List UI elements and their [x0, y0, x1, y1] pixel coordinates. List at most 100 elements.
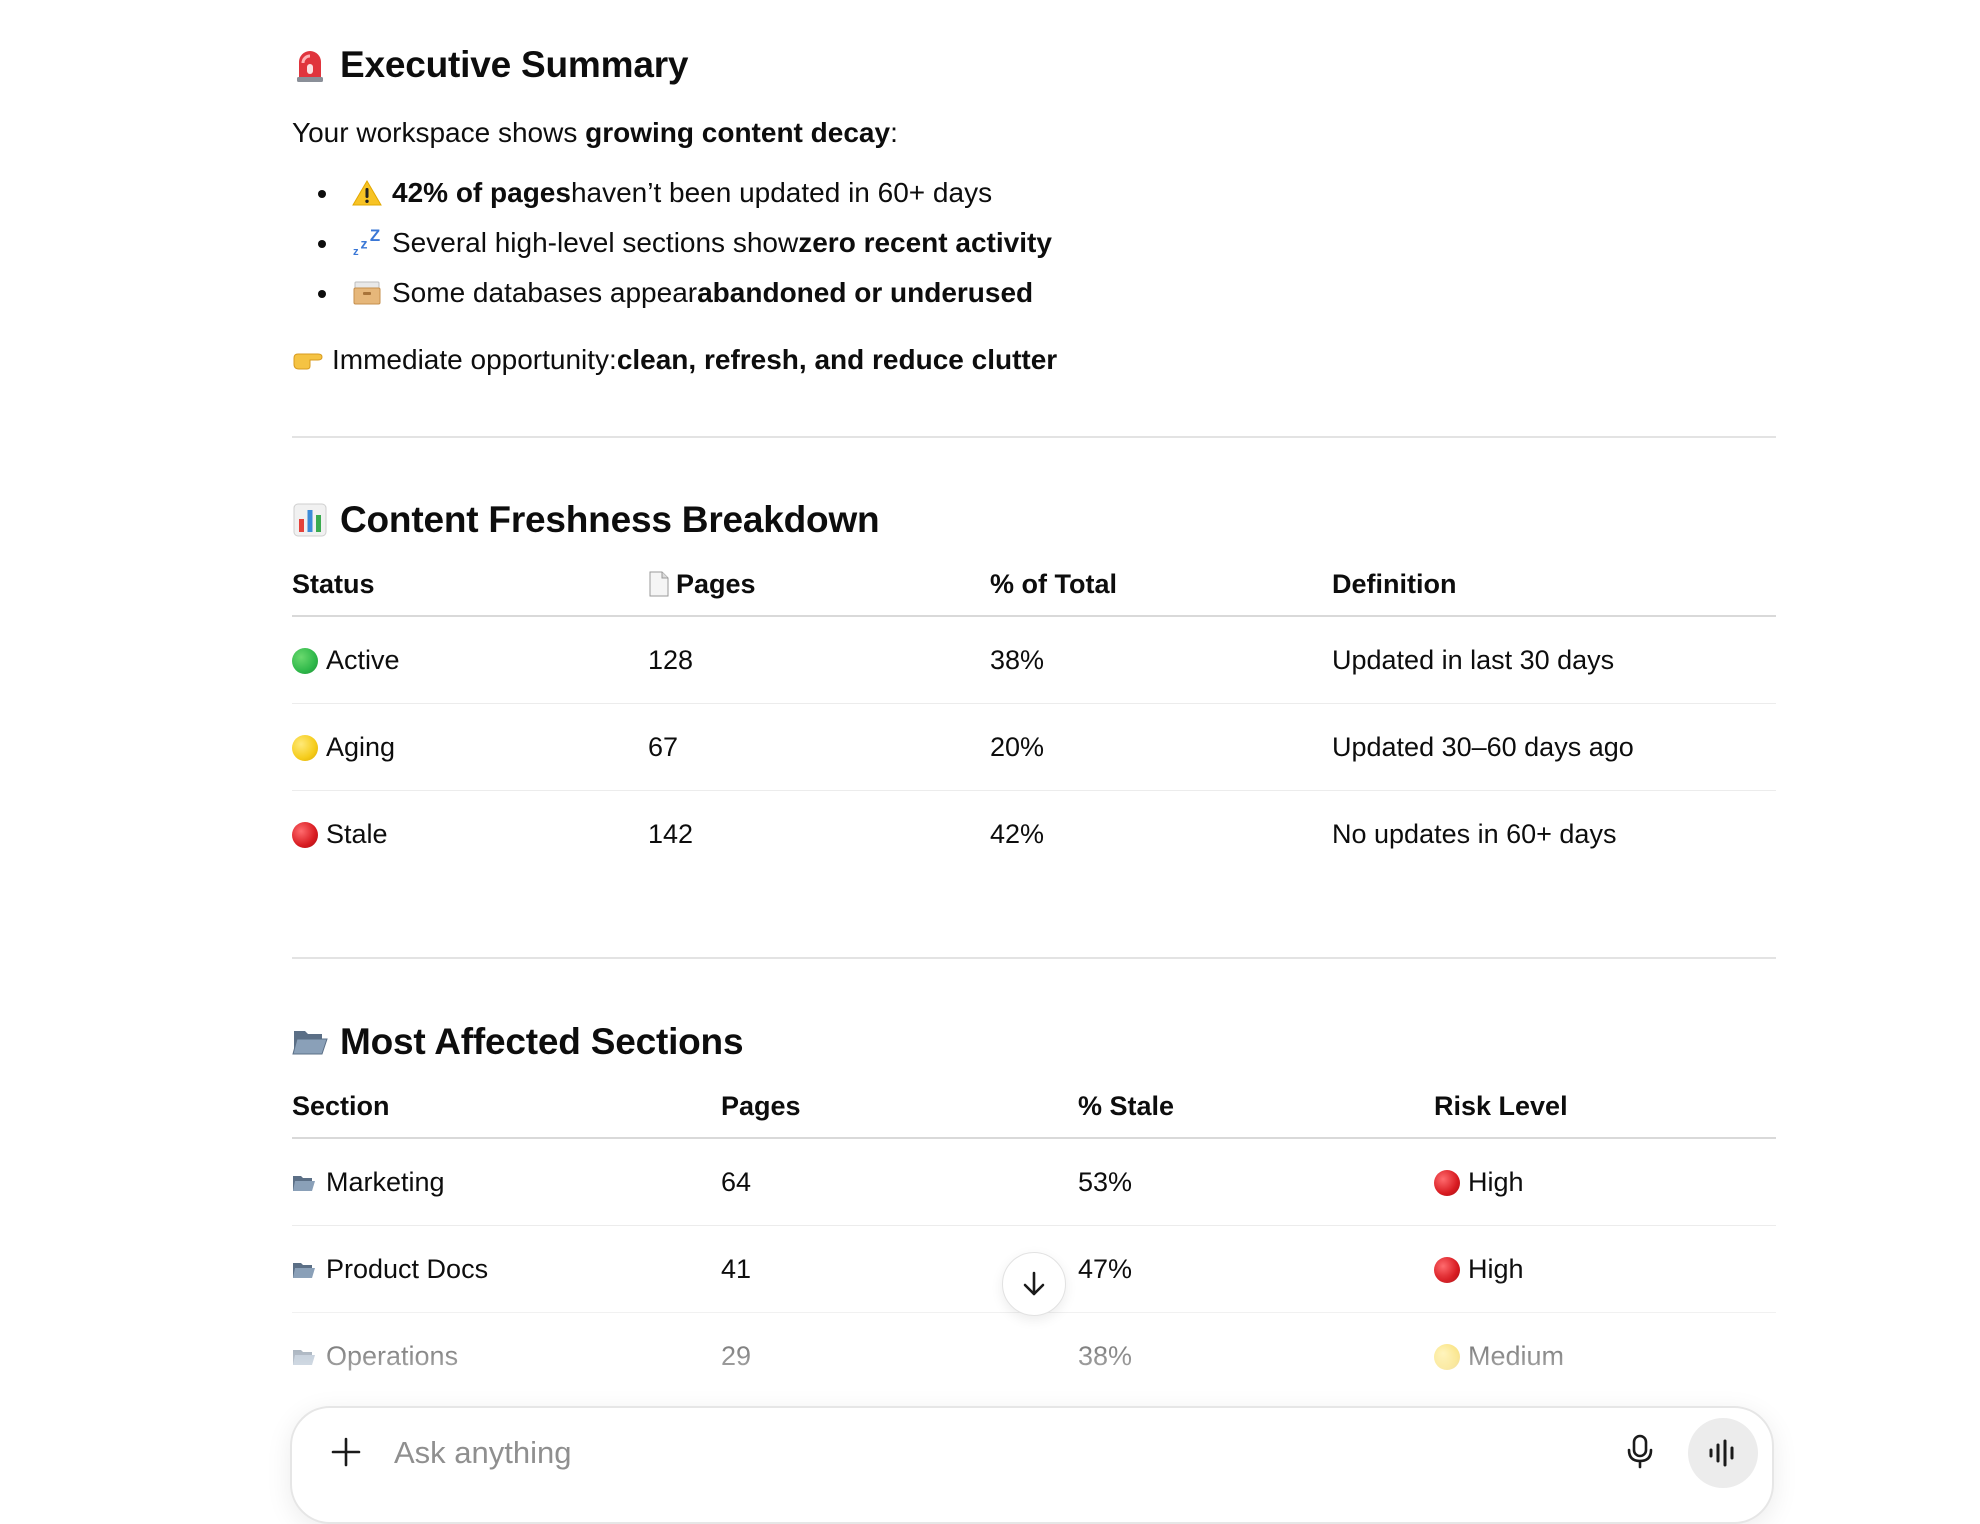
pages-cell: 128	[648, 616, 990, 704]
opportunity-bold-text: clean, refresh, and reduce clutter	[616, 344, 1058, 375]
bullet-bold-text: 42% of pages	[392, 177, 571, 208]
opportunity-line: Immediate opportunity: clean, refresh, a…	[292, 340, 1057, 380]
chat-composer	[290, 1406, 1774, 1524]
table-header-row: Status Pages % of Total Definition	[292, 553, 1776, 617]
table-header-row: Section Pages % Stale Risk Level	[292, 1075, 1776, 1139]
section-divider	[292, 957, 1776, 959]
list-item: 42% of pages haven’t been updated in 60+…	[292, 168, 1776, 218]
status-cell: Active	[292, 616, 648, 704]
sections-title: Most Affected Sections	[340, 1021, 744, 1062]
arrow-down-icon	[1019, 1269, 1049, 1299]
freshness-table: Status Pages % of Total Definition Activ…	[292, 553, 1776, 877]
scroll-to-bottom-button[interactable]	[1002, 1252, 1066, 1316]
pointing-right-icon	[292, 344, 324, 376]
open-folder-icon	[292, 1024, 328, 1060]
svg-text:z: z	[353, 246, 359, 258]
definition-cell: No updates in 60+ days	[1332, 818, 1617, 849]
bullet-dot	[318, 290, 326, 298]
section-cell: Marketing	[292, 1138, 721, 1226]
risk-cell: Medium	[1434, 1313, 1776, 1400]
column-header-pages: Pages	[648, 553, 990, 617]
folder-icon	[292, 1169, 316, 1191]
column-header-section: Section	[292, 1075, 721, 1139]
add-attachment-button[interactable]	[324, 1430, 368, 1474]
stale-cell: 38%	[1078, 1340, 1133, 1371]
column-header-pages-label: Pages	[676, 568, 756, 599]
red-circle-icon	[1434, 1169, 1460, 1196]
dictate-button[interactable]	[1618, 1428, 1662, 1476]
column-header-risk: Risk Level	[1434, 1075, 1776, 1139]
section-label: Product Docs	[326, 1253, 489, 1284]
sections-heading: Most Affected Sections	[292, 1017, 744, 1067]
bullet-text: Several high-level sections show	[392, 227, 799, 258]
pages-cell: 64	[721, 1138, 1078, 1226]
bullet-bold-text: abandoned or underused	[697, 277, 1034, 308]
card-file-box-icon	[352, 278, 382, 308]
executive-summary-title: Executive Summary	[340, 44, 689, 85]
yellow-circle-icon	[292, 734, 318, 761]
risk-label: Medium	[1468, 1340, 1565, 1371]
column-header-pages: Pages	[721, 1075, 1078, 1139]
microphone-icon	[1625, 1434, 1655, 1470]
list-item: z z Z Several high-level sections show z…	[292, 218, 1776, 268]
voice-waveform-icon	[1707, 1439, 1739, 1467]
section-cell: Product Docs	[292, 1225, 721, 1313]
svg-text:z: z	[360, 236, 367, 252]
risk-label: High	[1468, 1253, 1524, 1284]
percent-cell: 38%	[990, 616, 1332, 704]
column-header-percent: % of Total	[990, 553, 1332, 617]
table-row: Active 128 38% Updated in last 30 days	[292, 616, 1776, 704]
stale-cell: 53%	[1078, 1138, 1434, 1226]
folder-icon	[292, 1256, 316, 1278]
opportunity-label: Immediate opportunity:	[332, 344, 617, 375]
zzz-icon: z z Z	[352, 228, 382, 258]
column-header-status: Status	[292, 553, 648, 617]
yellow-circle-icon	[1434, 1343, 1460, 1370]
intro-suffix: :	[890, 117, 898, 148]
pages-cell: 29	[721, 1340, 752, 1371]
intro-bold-text: growing content decay	[585, 117, 891, 148]
section-label: Marketing	[326, 1166, 445, 1197]
plus-icon	[330, 1436, 362, 1468]
definition-cell: Updated in last 30 days	[1332, 616, 1776, 704]
section-label: Operations	[326, 1340, 459, 1371]
risk-cell: High	[1434, 1138, 1776, 1226]
intro-text: Your workspace shows	[292, 117, 586, 148]
status-label: Active	[326, 644, 400, 675]
bullet-dot	[318, 190, 326, 198]
rotating-light-icon	[292, 47, 328, 83]
freshness-heading: Content Freshness Breakdown	[292, 495, 880, 545]
voice-mode-button[interactable]	[1688, 1418, 1758, 1488]
status-label: Aging	[326, 731, 396, 762]
percent-cell: 42%	[990, 818, 1045, 849]
bar-chart-icon	[292, 502, 328, 538]
column-header-stale: % Stale	[1078, 1075, 1434, 1139]
summary-bullets: 42% of pages haven’t been updated in 60+…	[292, 168, 1776, 318]
column-header-definition: Definition	[1332, 553, 1776, 617]
bullet-bold-text: zero recent activity	[798, 227, 1052, 258]
percent-cell: 20%	[990, 703, 1332, 791]
table-row: Aging 67 20% Updated 30–60 days ago	[292, 703, 1776, 791]
sections-table: Section Pages % Stale Risk Level Marketi…	[292, 1075, 1776, 1399]
executive-summary-heading: Executive Summary	[292, 40, 688, 90]
status-cell: Stale	[292, 791, 648, 878]
status-cell: Aging	[292, 703, 648, 791]
status-label: Stale	[326, 818, 388, 849]
ask-input[interactable]	[392, 1428, 1496, 1478]
stale-cell: 47%	[1078, 1225, 1434, 1313]
table-row: Operations 29 38% Medium	[292, 1313, 1776, 1400]
definition-cell: Updated 30–60 days ago	[1332, 703, 1776, 791]
table-row: Stale 142 42% No updates in 60+ days	[292, 791, 1776, 878]
red-circle-icon	[292, 821, 318, 848]
warning-icon	[352, 178, 382, 208]
bullet-dot	[318, 240, 326, 248]
red-circle-icon	[1434, 1256, 1460, 1283]
list-item: Some databases appear abandoned or under…	[292, 268, 1776, 318]
table-row: Marketing 64 53% High	[292, 1138, 1776, 1226]
risk-label: High	[1468, 1166, 1524, 1197]
pages-cell: 67	[648, 703, 990, 791]
page-icon	[648, 571, 670, 597]
freshness-title: Content Freshness Breakdown	[340, 499, 880, 540]
summary-intro: Your workspace shows growing content dec…	[292, 113, 898, 153]
svg-text:Z: Z	[370, 228, 380, 245]
